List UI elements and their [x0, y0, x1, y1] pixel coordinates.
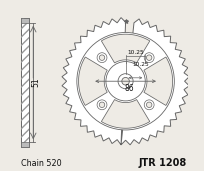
Circle shape: [105, 62, 145, 101]
Bar: [21, 18, 29, 147]
Circle shape: [146, 102, 151, 108]
Circle shape: [97, 53, 106, 63]
Circle shape: [97, 100, 106, 110]
Text: 10.25: 10.25: [132, 62, 149, 68]
Circle shape: [118, 74, 132, 89]
Circle shape: [99, 102, 104, 108]
Text: Chain 520: Chain 520: [21, 159, 62, 168]
Text: JTR 1208: JTR 1208: [138, 158, 186, 168]
Circle shape: [144, 100, 153, 110]
Circle shape: [99, 55, 104, 60]
Circle shape: [146, 55, 151, 60]
Circle shape: [76, 32, 173, 130]
Circle shape: [121, 77, 129, 85]
Polygon shape: [143, 57, 172, 106]
Bar: [21, 18, 29, 147]
Polygon shape: [101, 100, 149, 128]
Polygon shape: [78, 57, 107, 106]
Text: 86: 86: [124, 84, 133, 93]
Text: 51: 51: [32, 78, 41, 87]
Text: 10.25: 10.25: [126, 50, 143, 55]
Bar: [21, 142, 29, 147]
Bar: [21, 18, 29, 23]
Circle shape: [144, 53, 153, 63]
Polygon shape: [101, 34, 149, 63]
Polygon shape: [62, 18, 188, 145]
